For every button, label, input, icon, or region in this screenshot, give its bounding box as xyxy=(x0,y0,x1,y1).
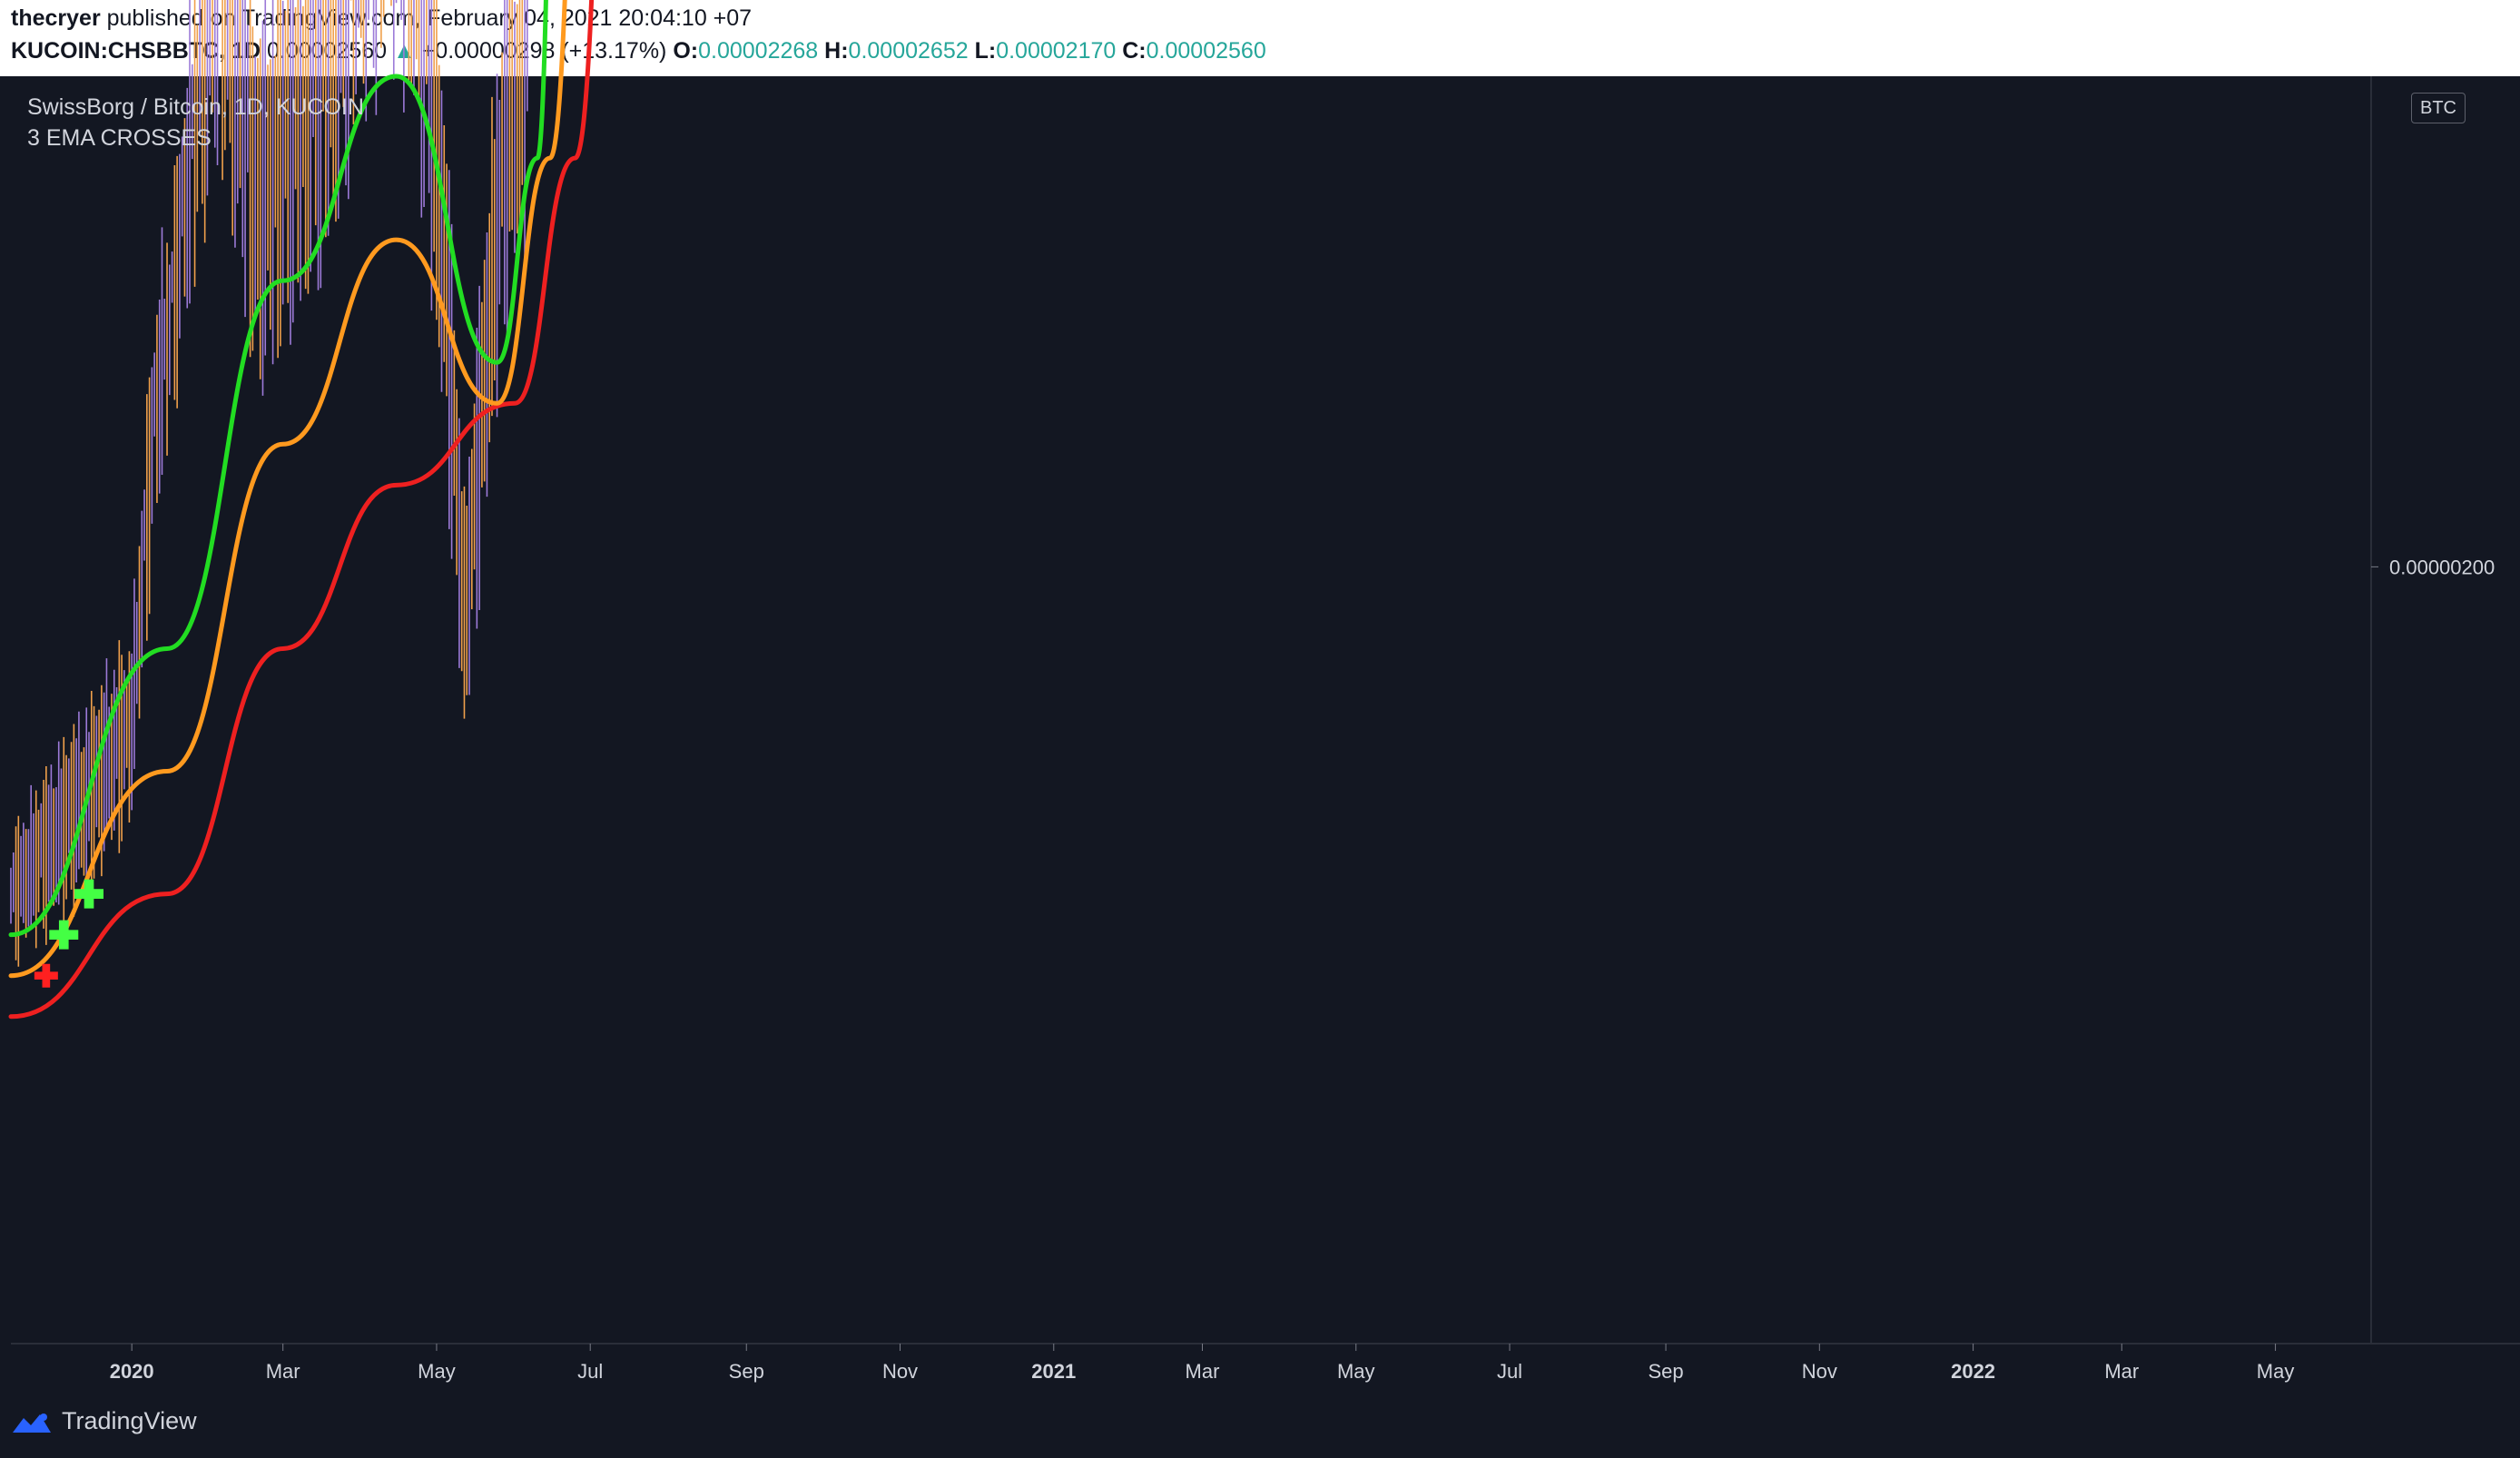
ema-mid-line xyxy=(8,0,567,979)
x-tick-label: Mar xyxy=(266,1360,300,1383)
x-tick-label: Sep xyxy=(1648,1360,1683,1383)
time-axis[interactable]: 2020 Mar May Jul Sep Nov 2021 Mar May Jul Sep Nov 20… xyxy=(110,1344,2295,1383)
tradingview-brand[interactable]: TradingView xyxy=(62,1407,197,1434)
x-tick-label: Mar xyxy=(2104,1360,2139,1383)
close-label: C: xyxy=(1122,38,1147,64)
x-tick-label: May xyxy=(418,1360,456,1383)
footer: TradingView xyxy=(11,1394,374,1449)
x-tick-label: Nov xyxy=(882,1360,918,1383)
y-tick-label: 0.00000200 xyxy=(2389,556,2495,578)
chart-title[interactable]: SwissBorg / Bitcoin, 1D, KUCOIN xyxy=(27,94,364,120)
x-tick-label: 2022 xyxy=(1951,1360,1995,1383)
x-tick-label: Jul xyxy=(577,1360,603,1383)
currency-tag[interactable]: BTC xyxy=(2411,93,2466,123)
indicator-label[interactable]: 3 EMA CROSSES xyxy=(27,125,212,151)
x-tick-label: 2021 xyxy=(1031,1360,1076,1383)
ema-slow-line xyxy=(8,0,595,1020)
open-value: 0.00002268 xyxy=(698,38,819,64)
high-label: H: xyxy=(824,38,849,64)
x-tick-label: May xyxy=(2257,1360,2295,1383)
author-name[interactable]: thecryer xyxy=(11,5,101,31)
x-tick-label: 2020 xyxy=(110,1360,154,1383)
x-tick-label: Mar xyxy=(1186,1360,1220,1383)
x-tick-label: May xyxy=(1337,1360,1375,1383)
ema-fast-line xyxy=(8,0,548,938)
cross-markers-group xyxy=(34,879,104,988)
chart-background xyxy=(11,76,2520,1393)
cross-marker xyxy=(74,879,104,909)
x-tick-label: Jul xyxy=(1497,1360,1522,1383)
close-value: 0.00002560 xyxy=(1146,38,1266,64)
tradingview-logo-icon[interactable] xyxy=(11,1409,53,1436)
ema-group xyxy=(8,0,595,1020)
publish-header: thecryer published on TradingView.com, F… xyxy=(0,0,2520,76)
cross-marker xyxy=(34,963,58,988)
cross-marker xyxy=(49,920,79,950)
symbol-label: KUCOIN:CHSBBTC, 1D xyxy=(11,38,261,64)
price-axis[interactable]: 0.00000200 xyxy=(2371,556,2495,578)
low-label: L: xyxy=(974,38,997,64)
x-tick-label: Nov xyxy=(1802,1360,1837,1383)
high-value: 0.00002652 xyxy=(848,38,969,64)
symbol-info: KUCOIN:CHSBBTC, 1D 0.00002560 ▲ +0.00000… xyxy=(11,38,1266,64)
open-label: O: xyxy=(673,38,699,64)
x-tick-label: Sep xyxy=(729,1360,764,1383)
low-value: 0.00002170 xyxy=(996,38,1117,64)
